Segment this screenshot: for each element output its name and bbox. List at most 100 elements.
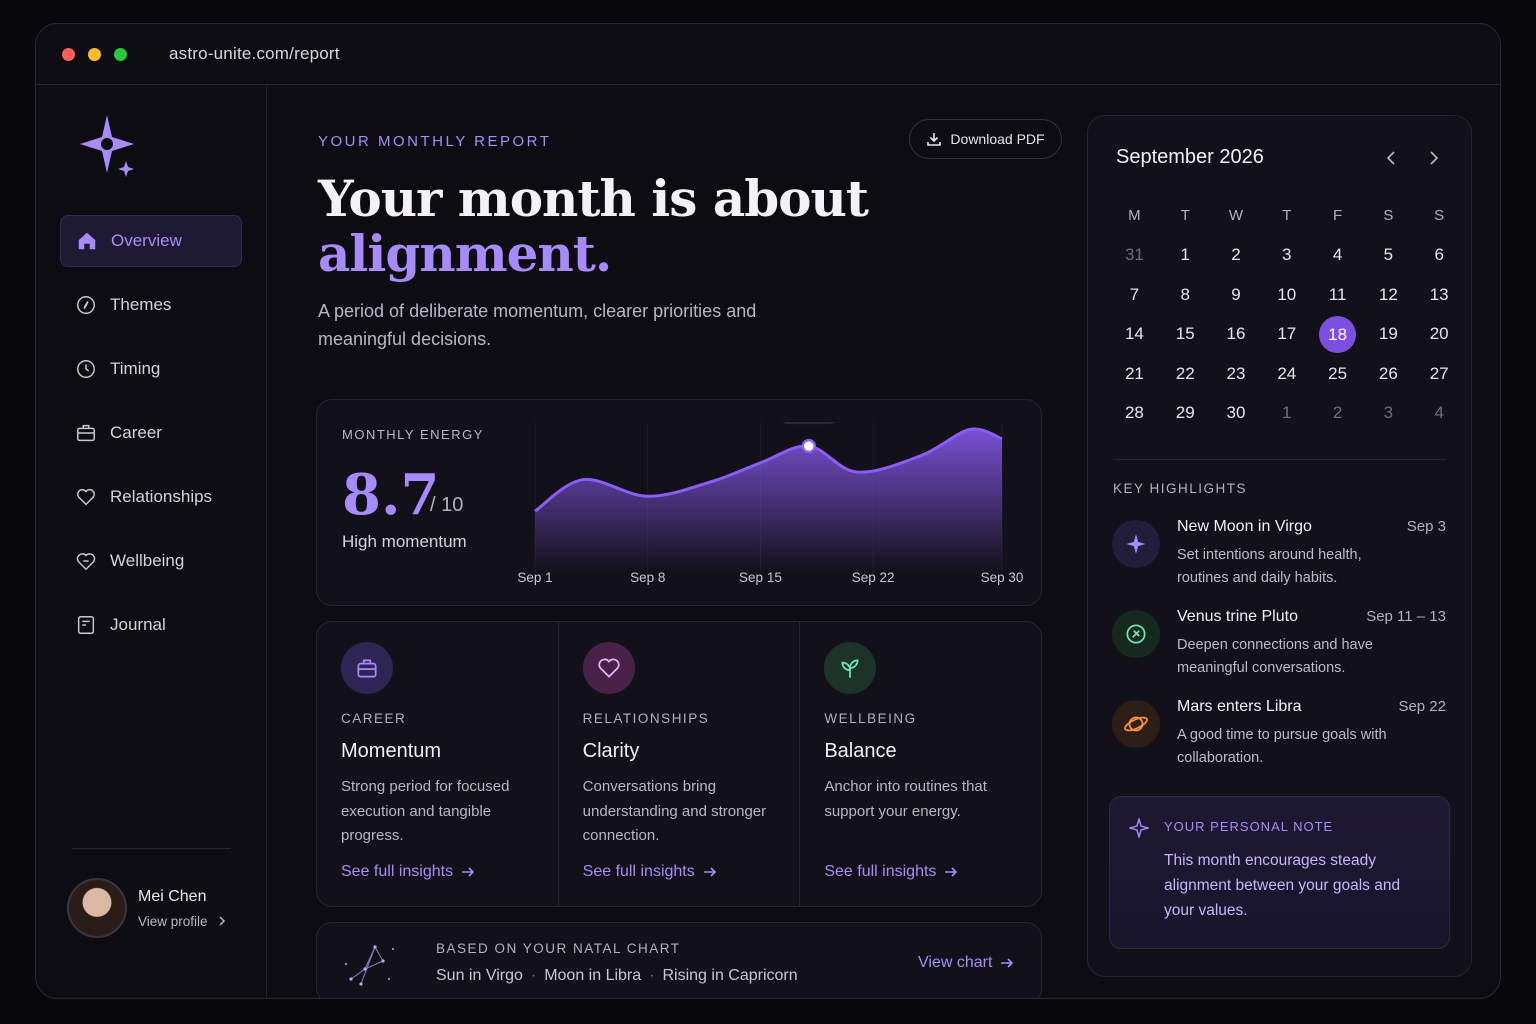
- sidebar-item-career[interactable]: Career: [60, 407, 242, 459]
- highlight-title: Mars enters Libra: [1177, 698, 1302, 715]
- view-profile-label: View profile: [138, 913, 208, 929]
- calendar-day-number: 8: [1180, 284, 1190, 304]
- natal-chart-card: BASED ON YOUR NATAL CHART Sun in Virgo ·…: [316, 922, 1042, 998]
- view-chart-link[interactable]: View chart: [918, 954, 1014, 972]
- calendar-day[interactable]: 16: [1211, 324, 1262, 344]
- profile-card[interactable]: Mei Chen View profile: [67, 878, 226, 938]
- calendar-day-number: 25: [1328, 363, 1348, 383]
- themes-card: CAREER Momentum Strong period for focuse…: [316, 621, 1042, 907]
- sidebar-item-label: Relationships: [110, 487, 213, 506]
- clock-icon: [74, 357, 98, 381]
- theme-card-career: CAREER Momentum Strong period for focuse…: [317, 622, 559, 906]
- calendar-day[interactable]: 17: [1261, 324, 1312, 344]
- x-tick-label: Sep 22: [852, 570, 895, 585]
- calendar-day[interactable]: 3: [1261, 245, 1312, 265]
- highlight-description: Set intentions around health, routines a…: [1177, 547, 1362, 586]
- calendar-day[interactable]: 3: [1363, 403, 1414, 423]
- calendar-day[interactable]: 23: [1211, 364, 1262, 384]
- energy-out-of: / 10: [430, 494, 464, 516]
- highlight-item[interactable]: Mars enters Libra Sep 22 A good time to …: [1112, 696, 1446, 772]
- download-pdf-button[interactable]: Download PDF: [909, 119, 1062, 159]
- address-bar[interactable]: astro-unite.com/report: [169, 44, 340, 63]
- prev-month-button[interactable]: [1381, 148, 1401, 168]
- calendar-day-number: 3: [1282, 245, 1292, 265]
- note-label: YOUR PERSONAL NOTE: [1164, 819, 1334, 834]
- close-window-button[interactable]: [62, 47, 75, 61]
- calendar-day-number: 22: [1175, 363, 1195, 383]
- theme-title: Clarity: [582, 740, 640, 762]
- calendar-day[interactable]: 5: [1363, 245, 1414, 265]
- highlight-item[interactable]: Venus trine Pluto Sep 11 – 13 Deepen con…: [1112, 606, 1446, 682]
- calendar-day-number: 30: [1226, 403, 1246, 423]
- calendar-day[interactable]: 25: [1312, 364, 1363, 384]
- calendar-day[interactable]: 4: [1312, 245, 1363, 265]
- calendar-day[interactable]: 14: [1109, 324, 1160, 344]
- sidebar-item-relationships[interactable]: Relationships: [60, 471, 242, 523]
- avatar[interactable]: [67, 878, 127, 938]
- calendar-day[interactable]: 15: [1160, 324, 1211, 344]
- highlight-item[interactable]: New Moon in Virgo Sep 3 Set intentions a…: [1112, 516, 1446, 592]
- calendar-day[interactable]: 2: [1312, 403, 1363, 423]
- theme-card-relationships: RELATIONSHIPS Clarity Conversations brin…: [559, 622, 801, 906]
- calendar-day[interactable]: 28: [1109, 403, 1160, 423]
- x-tick-label: Sep 8: [630, 570, 665, 585]
- calendar-day[interactable]: 1: [1261, 403, 1312, 423]
- sidebar-item-label: Overview: [111, 231, 182, 250]
- sidebar-item-wellbeing[interactable]: Wellbeing: [60, 535, 242, 587]
- calendar-day[interactable]: 31: [1109, 245, 1160, 265]
- compass-icon: [74, 293, 98, 317]
- calendar-day[interactable]: 26: [1363, 364, 1414, 384]
- calendar-day-number: 1: [1180, 245, 1190, 265]
- view-profile-link[interactable]: View profile: [138, 914, 226, 929]
- maximize-window-button[interactable]: [114, 47, 127, 61]
- view-chart-label: View chart: [918, 954, 993, 971]
- calendar-day[interactable]: 10: [1261, 285, 1312, 305]
- calendar-day[interactable]: 8: [1160, 285, 1211, 305]
- chevron-right-icon: [1430, 151, 1439, 165]
- calendar-day[interactable]: 13: [1414, 285, 1465, 305]
- sidebar-item-timing[interactable]: Timing: [60, 343, 242, 395]
- calendar-day[interactable]: 6: [1414, 245, 1465, 265]
- minimize-window-button[interactable]: [88, 47, 101, 61]
- calendar-day-number: 28: [1124, 403, 1144, 423]
- see-full-insights-link[interactable]: See full insights: [583, 863, 717, 881]
- theme-category: RELATIONSHIPS: [582, 711, 710, 726]
- calendar-day-number: 31: [1124, 245, 1144, 265]
- calendar-day[interactable]: 1: [1160, 245, 1211, 265]
- sidebar-item-overview[interactable]: Overview: [60, 215, 242, 267]
- calendar-day[interactable]: 7: [1109, 285, 1160, 305]
- calendar-day-number: 19: [1378, 324, 1398, 344]
- see-full-insights-link[interactable]: See full insights: [341, 863, 475, 881]
- calendar-day[interactable]: 11: [1312, 285, 1363, 305]
- calendar-day[interactable]: 22: [1160, 364, 1211, 384]
- calendar-day[interactable]: 30: [1211, 403, 1262, 423]
- sparkle-logo-icon: [80, 115, 134, 177]
- sidebar-item-journal[interactable]: Journal: [60, 599, 242, 651]
- calendar-week: 31 1 2 3 4 5 6: [1109, 236, 1465, 276]
- calendar-day-number: 27: [1429, 363, 1449, 383]
- calendar-day[interactable]: 21: [1109, 364, 1160, 384]
- calendar-day[interactable]: 29: [1160, 403, 1211, 423]
- calendar-day-number: 14: [1124, 324, 1144, 344]
- sidebar-item-label: Themes: [110, 295, 172, 314]
- chart-highlight-point: [801, 438, 817, 454]
- calendar-day[interactable]: 9: [1211, 285, 1262, 305]
- calendar-day-number: 21: [1124, 363, 1144, 383]
- calendar-day-selected[interactable]: 18: [1312, 315, 1363, 353]
- see-full-insights-link[interactable]: See full insights: [824, 863, 958, 881]
- calendar-day-number: 4: [1332, 245, 1343, 265]
- calendar-day-number: 16: [1226, 324, 1246, 344]
- calendar-day[interactable]: 24: [1261, 364, 1312, 384]
- calendar-day[interactable]: 2: [1211, 245, 1262, 265]
- calendar-day[interactable]: 27: [1414, 364, 1465, 384]
- title-bar: astro-unite.com/report: [36, 24, 1500, 85]
- briefcase-icon: [341, 642, 393, 694]
- calendar-day[interactable]: 4: [1414, 403, 1465, 423]
- calendar-day[interactable]: 12: [1363, 285, 1414, 305]
- highlight-date: Sep 3: [1406, 518, 1446, 535]
- calendar-day[interactable]: 19: [1363, 324, 1414, 344]
- next-month-button[interactable]: [1424, 148, 1444, 168]
- sidebar-item-themes[interactable]: Themes: [60, 279, 242, 331]
- calendar-day[interactable]: 20: [1414, 324, 1465, 344]
